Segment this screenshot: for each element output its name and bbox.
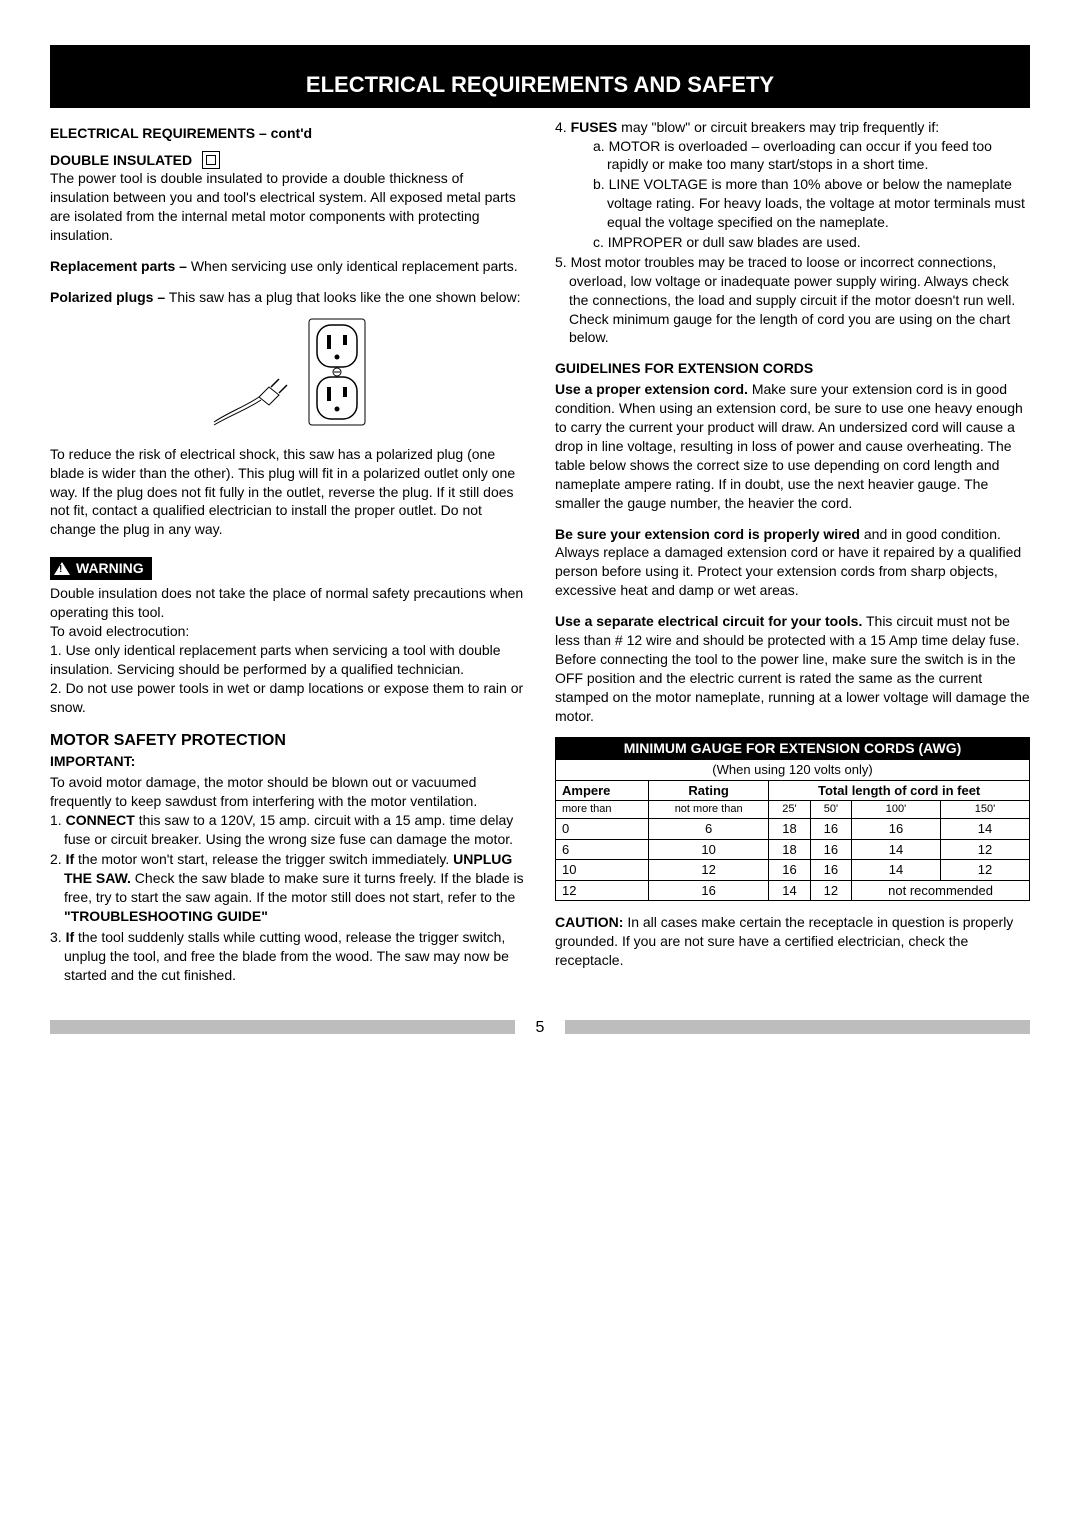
motor-item-2: 2. If the motor won't start, release the… bbox=[50, 850, 525, 926]
double-insulated-icon bbox=[202, 151, 220, 169]
gauge-len-100: 100' bbox=[852, 801, 941, 819]
polarized-plugs-body: This saw has a plug that looks like the … bbox=[165, 289, 520, 305]
warning-item1: 1. Use only identical replacement parts … bbox=[50, 641, 525, 679]
gauge-table-subtitle: (When using 120 volts only) bbox=[556, 760, 1030, 781]
left-column: ELECTRICAL REQUIREMENTS – cont'd DOUBLE … bbox=[50, 118, 525, 987]
double-insulated-text: The power tool is double insulated to pr… bbox=[50, 169, 525, 245]
outlet-icon bbox=[307, 317, 367, 427]
gauge-len-50: 50' bbox=[810, 801, 851, 819]
motor-item-5: 5. Most motor troubles may be traced to … bbox=[555, 253, 1030, 347]
motor-item-4b: b. LINE VOLTAGE is more than 10% above o… bbox=[593, 175, 1030, 232]
caution-text: CAUTION: In all cases make certain the r… bbox=[555, 913, 1030, 970]
heading-extension-cords: GUIDELINES FOR EXTENSION CORDS bbox=[555, 359, 1030, 378]
table-row: 1012 1616 1412 bbox=[556, 860, 1030, 881]
gauge-len-150: 150' bbox=[940, 801, 1029, 819]
motor-item-1: 1. CONNECT this saw to a 120V, 15 amp. c… bbox=[50, 811, 525, 849]
table-row: 1216 1412 not recommended bbox=[556, 880, 1030, 901]
warning-badge: WARNING bbox=[50, 557, 152, 580]
page-number: 5 bbox=[515, 1017, 565, 1039]
ext-para3: Use a separate electrical circuit for yo… bbox=[555, 612, 1030, 725]
footer: 5 bbox=[50, 1017, 1030, 1039]
polarized-explain-text: To reduce the risk of electrical shock, … bbox=[50, 445, 525, 539]
warning-para1: Double insulation does not take the plac… bbox=[50, 584, 525, 622]
table-row: 610 1816 1412 bbox=[556, 839, 1030, 860]
outlet-figure bbox=[50, 317, 525, 427]
heading-double-insulated: DOUBLE INSULATED bbox=[50, 151, 192, 170]
motor-item-4c: c. IMPROPER or dull saw blades are used. bbox=[593, 233, 1030, 252]
replacement-parts-text: Replacement parts – When servicing use o… bbox=[50, 257, 525, 276]
footer-rule-left bbox=[50, 1020, 515, 1034]
gauge-len-25: 25' bbox=[769, 801, 810, 819]
gauge-th-ampere: Ampere bbox=[556, 780, 649, 801]
replacement-parts-label: Replacement parts – bbox=[50, 258, 187, 274]
not-recommended-cell: not recommended bbox=[852, 880, 1030, 901]
title-band: ELECTRICAL REQUIREMENTS AND SAFETY bbox=[50, 45, 1030, 108]
footer-rule-right bbox=[565, 1020, 1030, 1034]
polarized-plugs-text: Polarized plugs – This saw has a plug th… bbox=[50, 288, 525, 307]
heading-important: IMPORTANT: bbox=[50, 752, 525, 771]
gauge-sub-more: more than bbox=[556, 801, 649, 819]
warning-item2: 2. Do not use power tools in wet or damp… bbox=[50, 679, 525, 717]
motor-intro-text: To avoid motor damage, the motor should … bbox=[50, 773, 525, 811]
gauge-th-length: Total length of cord in feet bbox=[769, 780, 1030, 801]
right-column: 4. FUSES may "blow" or circuit breakers … bbox=[555, 118, 1030, 987]
table-row: 06 1816 1614 bbox=[556, 819, 1030, 840]
plug-icon bbox=[209, 357, 299, 427]
heading-motor-safety: MOTOR SAFETY PROTECTION bbox=[50, 730, 525, 752]
gauge-table: MINIMUM GAUGE FOR EXTENSION CORDS (AWG) … bbox=[555, 737, 1030, 901]
motor-item-3: 3. If the tool suddenly stalls while cut… bbox=[50, 928, 525, 985]
replacement-parts-body: When servicing use only identical replac… bbox=[187, 258, 518, 274]
gauge-sub-notmore: not more than bbox=[649, 801, 769, 819]
ext-para2: Be sure your extension cord is properly … bbox=[555, 525, 1030, 601]
motor-item-4a: a. MOTOR is overloaded – overloading can… bbox=[593, 137, 1030, 175]
page-title: ELECTRICAL REQUIREMENTS AND SAFETY bbox=[70, 70, 1010, 100]
warning-label: WARNING bbox=[76, 559, 144, 578]
ext-para1: Use a proper extension cord. Make sure y… bbox=[555, 380, 1030, 512]
gauge-th-rating: Rating bbox=[649, 780, 769, 801]
gauge-table-title: MINIMUM GAUGE FOR EXTENSION CORDS (AWG) bbox=[556, 738, 1030, 760]
heading-electrical-contd: ELECTRICAL REQUIREMENTS – cont'd bbox=[50, 124, 525, 143]
polarized-plugs-label: Polarized plugs – bbox=[50, 289, 165, 305]
warning-triangle-icon bbox=[54, 562, 70, 575]
motor-item-4: 4. FUSES may "blow" or circuit breakers … bbox=[555, 118, 1030, 137]
warning-para2: To avoid electrocution: bbox=[50, 622, 525, 641]
